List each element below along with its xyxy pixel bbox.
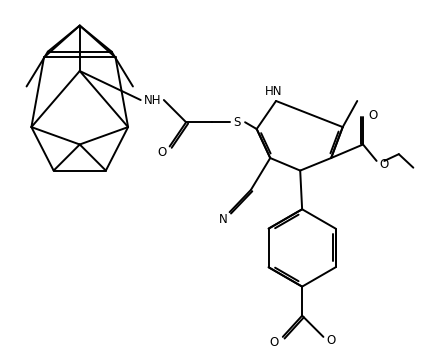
Text: S: S <box>234 116 241 129</box>
Text: O: O <box>270 336 279 349</box>
Text: O: O <box>157 146 166 159</box>
Text: O: O <box>326 334 336 347</box>
Text: O: O <box>368 109 377 122</box>
Text: O: O <box>380 158 389 171</box>
Text: N: N <box>218 214 227 226</box>
Text: NH: NH <box>143 93 161 106</box>
Text: HN: HN <box>265 85 283 98</box>
